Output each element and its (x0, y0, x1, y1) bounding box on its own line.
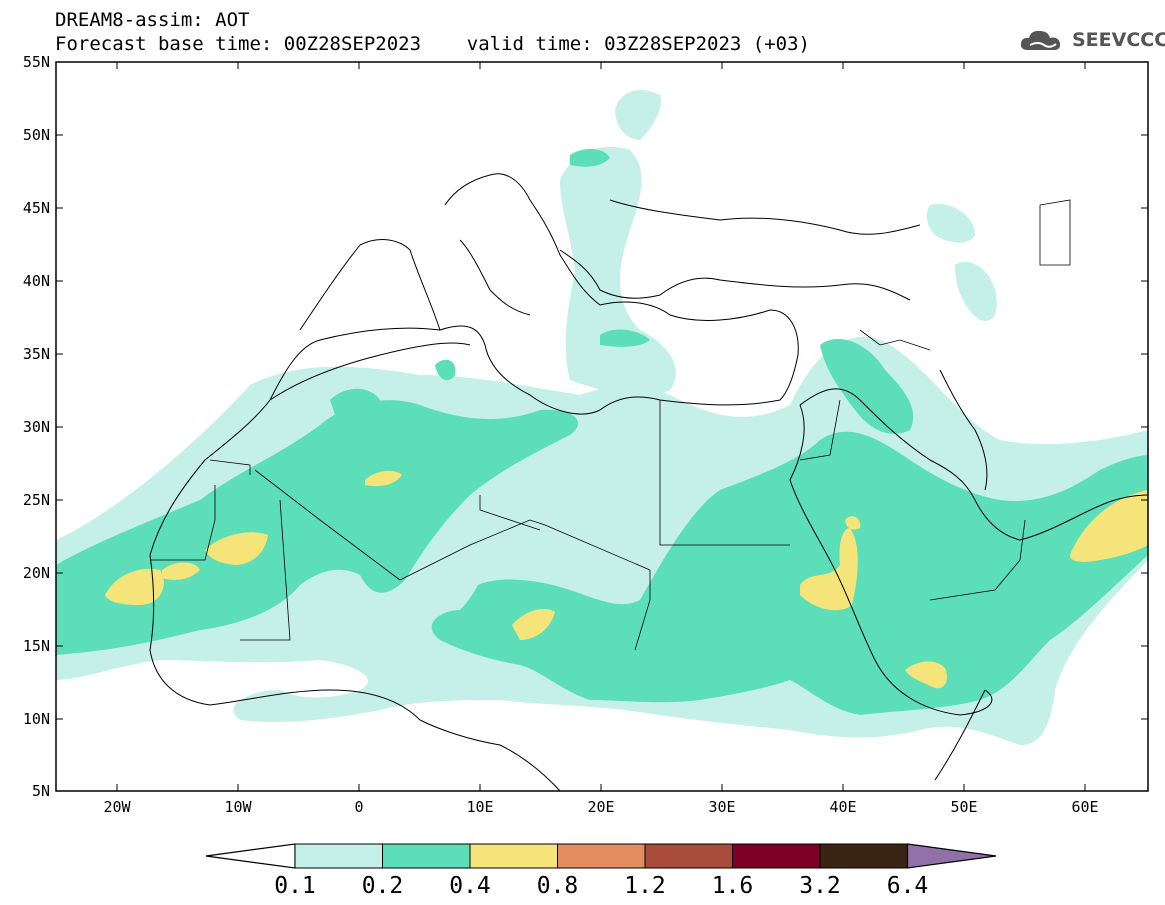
lon-label: 0 (354, 798, 363, 816)
colorbar-label: 0.8 (537, 873, 579, 899)
colorbar-box (469, 843, 558, 869)
colorbar-box (732, 843, 821, 869)
lon-label: 20E (587, 798, 614, 816)
colorbar-box (557, 843, 646, 869)
country-borders (150, 199, 1071, 651)
colorbar-box (294, 843, 383, 869)
aot-band-0.4 (105, 470, 1148, 689)
coastlines (149, 173, 1148, 791)
colorbar (205, 843, 997, 869)
lon-label: 30E (708, 798, 735, 816)
forecast-time-line: Forecast base time: 00Z28SEP2023 valid t… (55, 33, 810, 55)
lon-label: 10W (224, 798, 252, 816)
lat-label: 20N (23, 564, 50, 582)
latitude-labels: 55N 50N 45N 40N 35N 30N 25N 20N 15N 10N … (23, 53, 50, 800)
brand-logo: SEEVCCC (1018, 26, 1165, 54)
lon-label: 60E (1071, 798, 1098, 816)
colorbar-label: 1.6 (712, 873, 754, 899)
lon-label: 40E (829, 798, 856, 816)
lat-label: 50N (23, 126, 50, 144)
colorbar-box (382, 843, 471, 869)
lon-label: 50E (950, 798, 977, 816)
colorbar-box (644, 843, 733, 869)
colorbar-label: 3.2 (799, 873, 841, 899)
lat-label: 45N (23, 199, 50, 217)
lat-label: 15N (23, 637, 50, 655)
lat-label: 35N (23, 345, 50, 363)
colorbar-label: 0.4 (449, 873, 491, 899)
colorbar-box (819, 843, 908, 869)
lon-label: 10E (466, 798, 493, 816)
colorbar-labels: 0.1 0.2 0.4 0.8 1.2 1.6 3.2 6.4 (274, 873, 928, 899)
lat-label: 10N (23, 710, 50, 728)
aot-shading (56, 90, 1148, 745)
colorbar-label: 1.2 (624, 873, 666, 899)
lat-label: 25N (23, 491, 50, 509)
colorbar-lower-arrow (205, 843, 296, 869)
lat-label: 55N (23, 53, 50, 71)
plot-frame (55, 61, 1149, 792)
longitude-labels: 20W 10W 0 10E 20E 30E 40E 50E 60E (103, 798, 1098, 816)
colorbar-label: 0.2 (362, 873, 404, 899)
colorbar-label: 6.4 (887, 873, 929, 899)
lat-label: 30N (23, 418, 50, 436)
lat-label: 5N (32, 782, 50, 800)
cloud-icon (1020, 30, 1061, 50)
map-title: DREAM8-assim: AOT (55, 9, 250, 31)
brand-name: SEEVCCC (1072, 29, 1165, 51)
colorbar-upper-arrow (906, 843, 997, 869)
lon-label: 20W (103, 798, 131, 816)
lat-label: 40N (23, 272, 50, 290)
aot-band-0.2 (56, 148, 1148, 715)
colorbar-label: 0.1 (274, 873, 316, 899)
